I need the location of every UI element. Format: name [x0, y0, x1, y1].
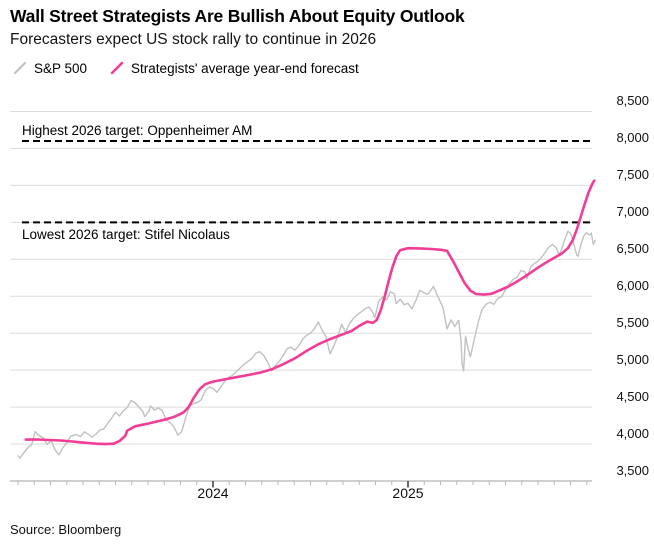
y-axis-label: 5,000 — [616, 351, 649, 367]
y-axis-label: 6,500 — [616, 240, 649, 256]
legend-item-forecast: Strategists' average year-end forecast — [109, 60, 359, 76]
forecast-line-marker-icon — [110, 61, 124, 75]
sp500-line — [17, 230, 596, 459]
legend: S&P 500 Strategists' average year-end fo… — [12, 60, 359, 76]
y-axis-label: 7,000 — [616, 203, 649, 219]
annotation-highest-target: Highest 2026 target: Oppenheimer AM — [22, 123, 253, 138]
source-credit: Source: Bloomberg — [10, 522, 122, 537]
y-axis-label: 3,500 — [616, 462, 649, 478]
legend-label-sp500: S&P 500 — [34, 60, 88, 76]
chart-title: Wall Street Strategists Are Bullish Abou… — [10, 6, 465, 26]
annotation-lowest-target: Lowest 2026 target: Stifel Nicolaus — [22, 227, 230, 242]
x-axis-label-2025: 2025 — [392, 485, 424, 501]
y-axis-label: 6,000 — [616, 277, 649, 293]
y-axis-label: 5,500 — [616, 314, 649, 330]
x-axis-label-2024: 2024 — [197, 485, 229, 501]
legend-label-forecast: Strategists' average year-end forecast — [131, 60, 359, 76]
y-axis-label: 8,000 — [616, 129, 649, 145]
y-axis-label: 4,500 — [616, 388, 649, 404]
chart-subtitle: Forecasters expect US stock rally to con… — [10, 31, 377, 48]
legend-item-sp500: S&P 500 — [12, 60, 87, 76]
y-axis-label: 8,500 — [616, 93, 649, 108]
y-axis-label: 4,000 — [616, 425, 649, 441]
y-axis-label: 7,500 — [616, 166, 649, 182]
sp500-line-marker-icon — [13, 61, 27, 75]
forecast-line — [24, 179, 596, 446]
